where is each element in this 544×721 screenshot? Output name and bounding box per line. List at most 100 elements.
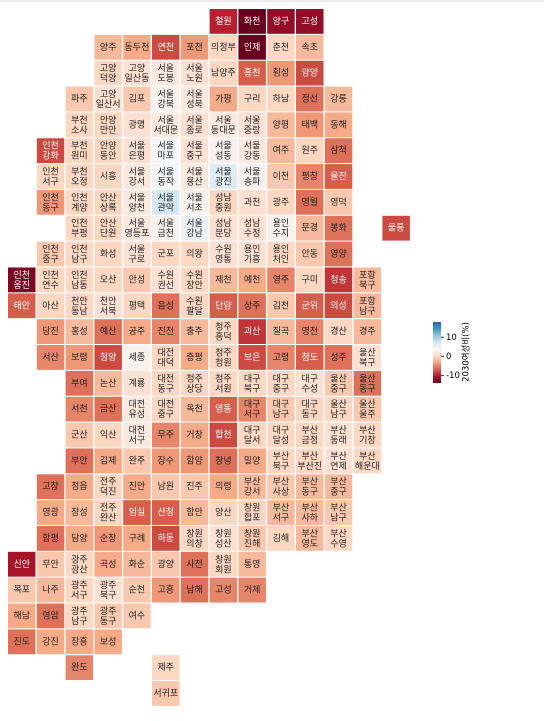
tile (65, 655, 94, 681)
tile (123, 396, 151, 422)
tile-label: 군산 (71, 430, 88, 441)
tile-label: 울릉 (388, 223, 405, 234)
tile (238, 60, 266, 86)
tile (296, 345, 324, 370)
tile (324, 138, 353, 164)
tile-label: 대전 동구 (157, 373, 174, 394)
tile (123, 345, 151, 370)
tile-label: 하동 (157, 533, 174, 544)
tile (123, 577, 151, 603)
tile-label: 대구 북구 (244, 373, 261, 394)
tile-label: 광주 동구 (100, 604, 117, 626)
tile-label: 창원 의창 (186, 528, 203, 549)
tile (353, 267, 382, 293)
tile (123, 422, 151, 448)
tile-label: 서울 동대문 (211, 114, 236, 135)
tile-label: 서천 (71, 404, 88, 415)
tile (123, 370, 151, 396)
tile (36, 629, 65, 655)
tile (123, 603, 151, 629)
tile-label: 칠곡 (273, 326, 290, 337)
tile (267, 448, 295, 474)
tile-label: 속초 (301, 42, 318, 53)
tile-label: 부천 소사 (71, 114, 88, 135)
tile (123, 500, 151, 525)
tile-label: 곡성 (100, 559, 117, 570)
tile-label: 천안 서북 (100, 295, 117, 316)
tile (296, 9, 324, 34)
tile-label: 서울 중구 (186, 140, 203, 161)
tile (152, 34, 180, 60)
tile-label: 동해 (330, 119, 347, 130)
tile (65, 422, 94, 448)
tile-label: 대구 동구 (301, 399, 318, 420)
tile (180, 319, 209, 344)
tile-label: 장수 (157, 455, 174, 466)
tile-label: 서울 용산 (186, 166, 203, 187)
tile-label: 거제 (244, 585, 261, 596)
tile (94, 396, 122, 422)
tile-label: 서울 종로 (186, 114, 203, 135)
tile-label: 나주 (42, 585, 59, 596)
tile (152, 681, 180, 706)
tile-label: 창원 합포 (244, 502, 261, 523)
tile-label: 양주 (100, 42, 117, 53)
tile-label: 서울 서초 (186, 192, 203, 213)
tile-label: 고양 일산동 (125, 63, 150, 84)
tile-label: 고창 (42, 481, 59, 492)
tile (65, 112, 94, 138)
tile-label: 장성 (71, 507, 88, 518)
tile (353, 448, 382, 474)
tile-label: 완주 (129, 455, 146, 466)
tile-label: 군위 (301, 300, 318, 311)
tile-label: 인천 동구 (42, 192, 59, 213)
tile (296, 267, 324, 293)
tile-label: 용인 처인 (273, 244, 290, 265)
tile (238, 164, 266, 189)
tile (94, 370, 122, 396)
tile (180, 60, 209, 86)
tile (209, 526, 238, 551)
tile (324, 319, 353, 344)
tile (152, 164, 180, 189)
tile-label: 예산 (100, 326, 117, 337)
tile-label: 구리 (244, 93, 261, 104)
tile (267, 112, 295, 138)
tile-label: 아산 (42, 300, 59, 311)
tile-label: 울산 울주 (359, 399, 376, 420)
tile (123, 34, 151, 60)
tile-label: 서울 구로 (129, 244, 146, 265)
tile (8, 603, 36, 629)
tile (152, 448, 180, 474)
tile (36, 603, 65, 629)
tile-label: 함안 (186, 507, 203, 518)
tile-label: 대전 유성 (129, 399, 146, 420)
tile-label: 부산 남구 (330, 502, 347, 523)
tile-label: 거창 (186, 430, 203, 441)
tile-label: 김해 (273, 532, 290, 544)
tile-label: 여수 (129, 609, 146, 621)
tile (238, 9, 266, 34)
tile-label: 순창 (100, 533, 117, 544)
tile (296, 370, 324, 396)
tile-label: 완도 (71, 662, 88, 673)
tile-label: 봉화 (330, 223, 347, 234)
tile-label: 홍성 (71, 325, 88, 337)
tile-label: 부산 사하 (301, 502, 318, 523)
tile (180, 396, 209, 422)
tile-label: 진주 (186, 481, 203, 492)
tile (180, 577, 209, 603)
tile (94, 629, 122, 655)
tile-label: 계룡 (129, 377, 146, 389)
tile (180, 422, 209, 448)
tile-label: 고성 (301, 16, 318, 27)
tile-label: 보령 (71, 351, 88, 363)
tile-label: 대전 대덕 (157, 347, 174, 368)
tile (296, 34, 324, 60)
tile-label: 강릉 (330, 93, 347, 104)
tile-label: 구미 (301, 274, 318, 285)
tile (209, 370, 238, 396)
tile (152, 422, 180, 448)
tile-label: 성남 중원 (215, 192, 232, 213)
